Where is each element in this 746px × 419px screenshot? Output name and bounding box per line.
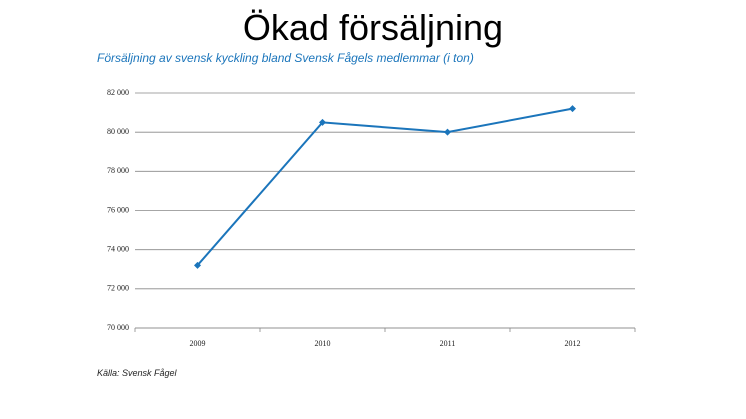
x-tick-label: 2011	[440, 339, 456, 348]
x-tick-label: 2010	[315, 339, 331, 348]
marker	[319, 118, 326, 126]
y-tick-label: 70 000	[107, 323, 129, 332]
y-tick-label: 80 000	[107, 127, 129, 136]
x-tick-label: 2009	[190, 339, 206, 348]
chart-subtitle: Försäljning av svensk kyckling bland Sve…	[97, 51, 474, 65]
marker	[569, 105, 576, 113]
y-tick-label: 78 000	[107, 166, 129, 175]
y-tick-label: 76 000	[107, 205, 129, 214]
chart-title: Ökad försäljning	[243, 7, 503, 48]
marker	[444, 128, 451, 136]
y-tick-label: 82 000	[107, 88, 129, 97]
source: Källa: Svensk Fågel	[97, 368, 178, 378]
marker	[194, 261, 201, 269]
y-tick-label: 72 000	[107, 284, 129, 293]
line	[196, 107, 573, 266]
x-tick-label: 2012	[565, 339, 581, 348]
y-tick-label: 74 000	[107, 244, 129, 253]
